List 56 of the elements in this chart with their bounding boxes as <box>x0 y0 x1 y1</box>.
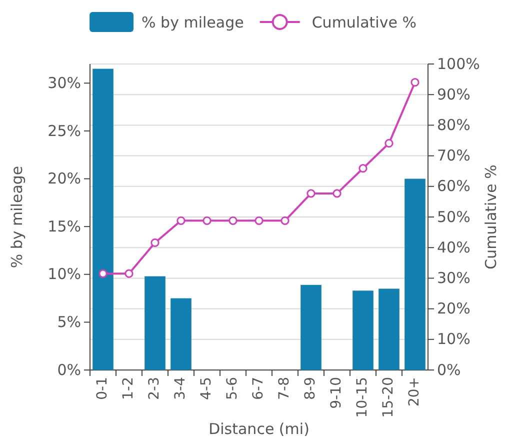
y-axis-title: % by mileage <box>8 166 26 268</box>
point <box>306 189 316 198</box>
y2-tick-label: 90% <box>437 85 470 104</box>
x-tick-label: 2-3 <box>146 377 162 400</box>
x-tick-label: 1-2 <box>120 377 136 400</box>
point <box>410 78 420 87</box>
y2-tick-label: 40% <box>437 238 470 256</box>
y-tick-label: 0% <box>57 360 81 379</box>
x-tick-label: 7-8 <box>276 377 292 400</box>
point <box>254 216 264 225</box>
bar <box>92 68 114 370</box>
y-tick-label: 25% <box>48 122 81 140</box>
y2-tick-label: 60% <box>437 177 470 196</box>
y-tick-label: 15% <box>48 217 81 236</box>
bar <box>300 284 322 370</box>
bar <box>352 290 374 370</box>
x-tick-label: 0-1 <box>94 377 110 400</box>
x-tick-label: 9-10 <box>328 377 344 409</box>
y-tick-label: 20% <box>48 170 81 188</box>
y2-tick-label: 100% <box>437 54 480 73</box>
point <box>384 138 394 148</box>
point <box>176 216 186 225</box>
y2-tick-label: 80% <box>437 116 470 134</box>
bar <box>378 288 400 370</box>
y-tick-label: 5% <box>57 312 81 331</box>
point <box>124 269 134 278</box>
y2-tick-label: 30% <box>437 269 470 287</box>
point <box>98 269 108 278</box>
y2-tick-label: 20% <box>437 300 470 318</box>
x-tick-label: 10-15 <box>354 377 370 418</box>
x-tick-label: 8-9 <box>302 377 318 400</box>
legend-label: % by mileage <box>142 13 244 32</box>
point <box>332 189 342 198</box>
bar <box>404 178 426 370</box>
x-tick-label: 15-20 <box>380 377 396 418</box>
x-tick-label: 3-4 <box>172 376 188 400</box>
y2-tick-label: 0% <box>437 360 461 379</box>
point <box>150 238 160 248</box>
bar <box>170 298 192 370</box>
point <box>202 216 212 225</box>
y-tick-label: 30% <box>48 74 81 92</box>
y2-tick-label: 10% <box>437 330 470 348</box>
point <box>280 216 290 225</box>
x-tick-label: 6-7 <box>250 377 266 400</box>
x-tick-label: 5-6 <box>224 376 240 400</box>
legend-label: Cumulative % <box>312 13 416 32</box>
x-tick-label: 20+ <box>406 377 422 407</box>
x-axis-title: Distance (mi) <box>208 420 310 438</box>
y-tick-label: 10% <box>48 265 81 284</box>
y2-tick-label: 70% <box>437 146 470 165</box>
y2-tick-label: 50% <box>437 208 470 226</box>
x-tick-label: 4-5 <box>198 377 214 400</box>
point <box>228 216 238 225</box>
point <box>358 164 368 173</box>
y2-axis-title: Cumulative % <box>482 164 500 270</box>
bar <box>144 276 166 370</box>
